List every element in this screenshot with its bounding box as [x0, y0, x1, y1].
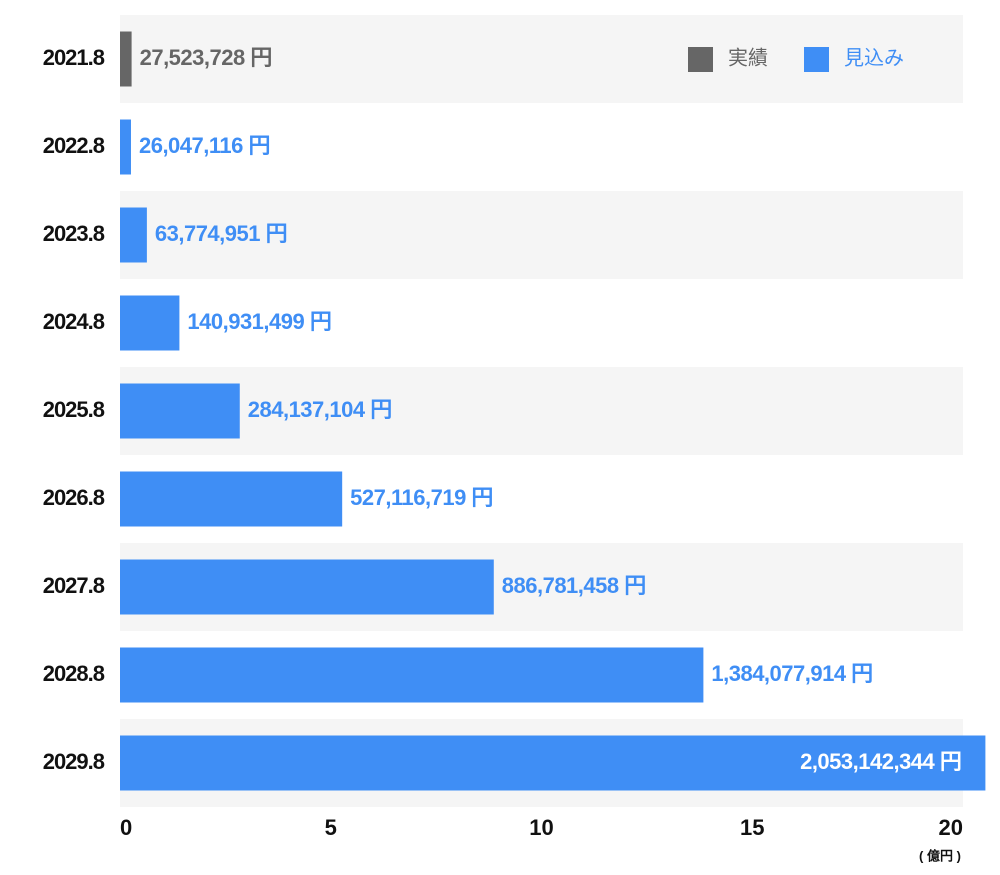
y-tick-label: 2023.8: [43, 221, 105, 246]
bar: [120, 559, 494, 615]
x-tick-label: 15: [740, 815, 764, 840]
value-label: 527,116,719 円: [350, 485, 493, 510]
y-tick-label: 2024.8: [43, 309, 105, 334]
legend-label: 実績: [728, 46, 768, 69]
legend-swatch: [804, 47, 829, 72]
value-label: 886,781,458 円: [502, 573, 646, 598]
value-label: 1,384,077,914 円: [711, 661, 872, 686]
bar: [120, 471, 343, 527]
y-tick-label: 2022.8: [43, 133, 105, 158]
x-tick-label: 5: [325, 815, 337, 840]
y-tick-label: 2025.8: [43, 397, 105, 422]
bar: [120, 119, 131, 175]
bar: [120, 735, 986, 791]
legend-swatch: [688, 47, 713, 72]
axis-unit: ( 億円 ): [919, 848, 961, 863]
y-tick-label: 2026.8: [43, 485, 105, 510]
row-band: [120, 367, 963, 455]
value-label: 27,523,728 円: [140, 45, 272, 70]
row-band: [120, 191, 963, 279]
value-label: 63,774,951 円: [155, 221, 287, 246]
y-tick-label: 2028.8: [43, 661, 105, 686]
x-tick-label: 20: [939, 815, 963, 840]
y-tick-label: 2027.8: [43, 573, 105, 598]
y-tick-label: 2021.8: [43, 45, 105, 70]
bar: [120, 207, 147, 263]
value-label: 140,931,499 円: [187, 309, 331, 334]
bar: [120, 383, 240, 439]
x-tick-label: 10: [529, 815, 553, 840]
x-tick-label: 0: [120, 815, 132, 840]
bar: [120, 31, 132, 87]
value-label: 26,047,116 円: [139, 133, 270, 158]
legend-label: 見込み: [844, 46, 904, 69]
value-label: 2,053,142,344 円: [800, 749, 961, 774]
value-label: 284,137,104 円: [248, 397, 392, 422]
y-tick-label: 2029.8: [43, 749, 105, 774]
bar: [120, 647, 704, 703]
bar: [120, 295, 180, 351]
